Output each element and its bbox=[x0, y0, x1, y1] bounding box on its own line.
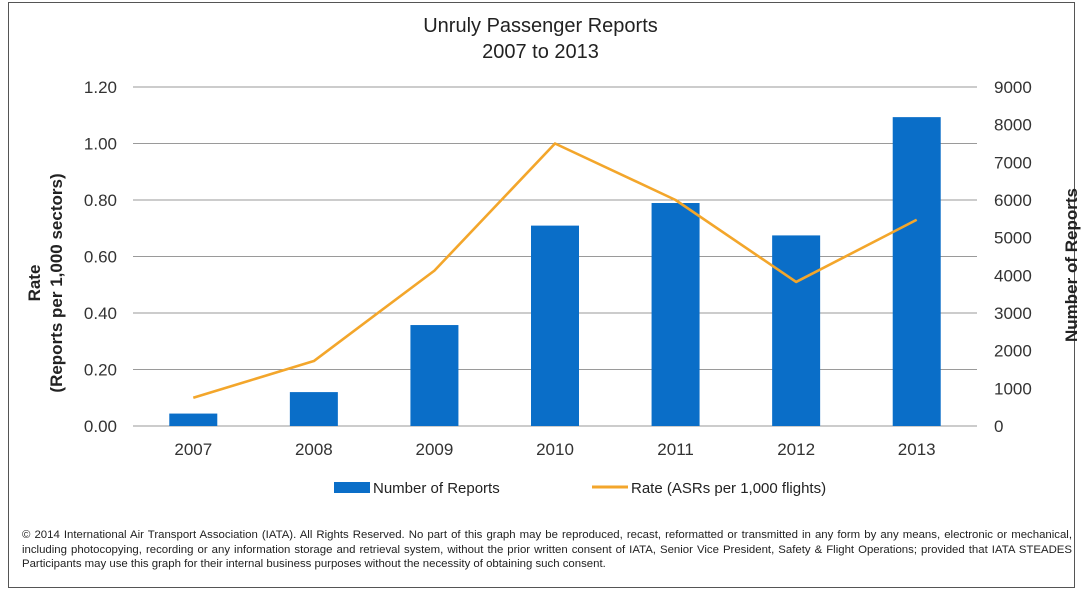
right-tick-label: 4000 bbox=[994, 266, 1032, 285]
left-tick-label: 0.40 bbox=[84, 304, 117, 323]
bar bbox=[169, 413, 218, 426]
left-tick-label: 0.00 bbox=[84, 417, 117, 436]
right-tick-label: 1000 bbox=[994, 379, 1032, 398]
left-tick-label: 0.60 bbox=[84, 248, 117, 267]
right-tick-label: 3000 bbox=[994, 304, 1032, 323]
x-tick-label: 2011 bbox=[657, 440, 694, 459]
bar bbox=[892, 117, 941, 426]
right-tick-label: 0 bbox=[994, 417, 1003, 436]
right-tick-label: 5000 bbox=[994, 229, 1032, 248]
right-tick-label: 9000 bbox=[994, 78, 1032, 97]
copyright-footnote: © 2014 International Air Transport Assoc… bbox=[22, 529, 1072, 570]
left-tick-label: 0.20 bbox=[84, 361, 117, 380]
legend-swatch-bars bbox=[334, 482, 370, 493]
right-tick-label: 2000 bbox=[994, 342, 1032, 361]
x-tick-label: 2013 bbox=[898, 440, 936, 459]
legend-label-bars: Number of Reports bbox=[373, 480, 500, 497]
bar-series bbox=[169, 117, 941, 426]
bar bbox=[289, 392, 338, 426]
chart-subtitle: 2007 to 2013 bbox=[482, 41, 599, 63]
right-axis-ticks: 0 1000 2000 3000 4000 5000 6000 7000 8000 9000 bbox=[994, 78, 1032, 436]
right-tick-label: 8000 bbox=[994, 116, 1032, 135]
right-tick-label: 7000 bbox=[994, 153, 1032, 172]
bar bbox=[410, 325, 459, 426]
x-axis-ticks: 2007 2008 2009 2010 2011 2012 2013 bbox=[174, 440, 935, 459]
bar bbox=[651, 203, 700, 426]
x-tick-label: 2009 bbox=[416, 440, 454, 459]
left-tick-label: 1.20 bbox=[84, 78, 117, 97]
bar bbox=[772, 235, 821, 426]
legend: Number of Reports Rate (ASRs per 1,000 f… bbox=[334, 480, 826, 497]
line-series bbox=[192, 142, 918, 399]
left-axis-ticks: 0.00 0.20 0.40 0.60 0.80 1.00 1.20 bbox=[84, 78, 117, 436]
legend-label-line: Rate (ASRs per 1,000 flights) bbox=[631, 480, 826, 497]
chart-title: Unruly Passenger Reports bbox=[423, 15, 658, 37]
left-tick-label: 1.00 bbox=[84, 135, 117, 154]
bar bbox=[531, 225, 579, 426]
left-axis-label-line1: Rate bbox=[25, 265, 44, 302]
left-tick-label: 0.80 bbox=[84, 191, 117, 210]
right-tick-label: 6000 bbox=[994, 191, 1032, 210]
left-axis-label-line2: (Reports per 1,000 sectors) bbox=[47, 173, 66, 392]
x-tick-label: 2008 bbox=[295, 440, 333, 459]
x-tick-label: 2010 bbox=[536, 440, 574, 459]
right-axis-label: Number of Reports bbox=[1062, 188, 1081, 342]
x-tick-label: 2007 bbox=[174, 440, 212, 459]
x-tick-label: 2012 bbox=[777, 440, 815, 459]
